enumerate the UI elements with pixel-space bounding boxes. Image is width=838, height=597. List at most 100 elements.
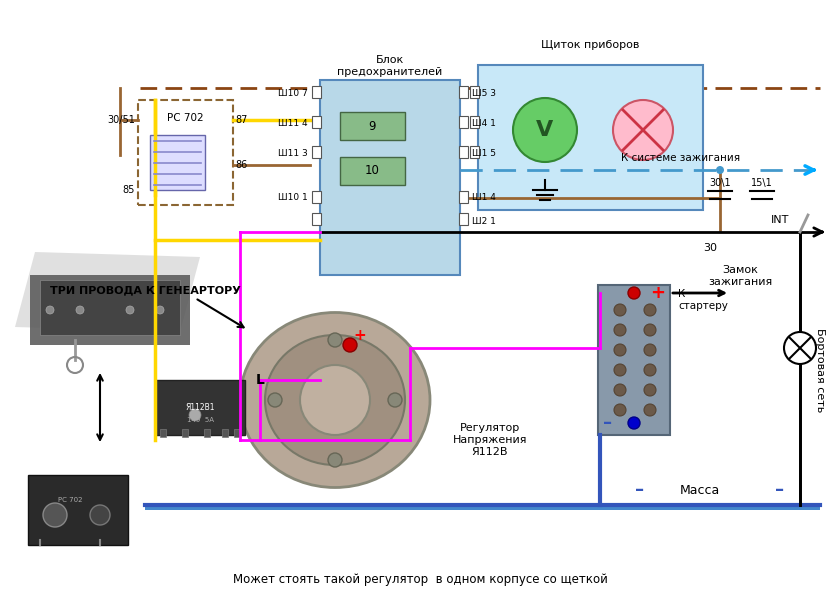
Text: РС 702: РС 702 bbox=[58, 497, 82, 503]
Circle shape bbox=[46, 306, 54, 314]
Circle shape bbox=[613, 100, 673, 160]
Bar bbox=[312, 146, 321, 158]
Circle shape bbox=[76, 306, 84, 314]
Ellipse shape bbox=[240, 312, 430, 488]
Circle shape bbox=[644, 364, 656, 376]
Text: 87: 87 bbox=[235, 115, 247, 125]
Text: +: + bbox=[650, 284, 665, 302]
Text: Ш1 5: Ш1 5 bbox=[472, 149, 496, 158]
Circle shape bbox=[614, 404, 626, 416]
Circle shape bbox=[614, 324, 626, 336]
Bar bbox=[459, 86, 468, 98]
Text: 10: 10 bbox=[365, 164, 380, 177]
Circle shape bbox=[644, 384, 656, 396]
Bar bbox=[40, 280, 180, 335]
Circle shape bbox=[156, 306, 164, 314]
Bar bbox=[138, 100, 233, 205]
Text: Ш10 1: Ш10 1 bbox=[278, 193, 308, 202]
Bar bbox=[182, 429, 188, 437]
Circle shape bbox=[614, 344, 626, 356]
Text: 15\1: 15\1 bbox=[751, 178, 773, 188]
Text: 86: 86 bbox=[235, 160, 247, 170]
Circle shape bbox=[644, 404, 656, 416]
Text: К системе зажигания: К системе зажигания bbox=[621, 153, 740, 163]
Bar bbox=[312, 86, 321, 98]
Circle shape bbox=[513, 98, 577, 162]
Text: Я112В1: Я112В1 bbox=[185, 404, 215, 413]
Text: Бортовая сеть: Бортовая сеть bbox=[815, 328, 825, 412]
Bar bbox=[459, 146, 468, 158]
Bar bbox=[470, 86, 479, 98]
Text: –: – bbox=[775, 481, 784, 499]
Text: –: – bbox=[603, 414, 613, 432]
Bar bbox=[160, 429, 166, 437]
Polygon shape bbox=[15, 252, 200, 332]
Circle shape bbox=[90, 505, 110, 525]
Text: Ш10 7: Ш10 7 bbox=[278, 88, 308, 97]
Text: Замок
зажигания: Замок зажигания bbox=[708, 265, 772, 287]
Bar bbox=[459, 213, 468, 225]
Bar bbox=[478, 65, 703, 210]
Text: Может стоять такой регулятор  в одном корпусе со щеткой: Может стоять такой регулятор в одном кор… bbox=[233, 574, 608, 586]
Bar bbox=[222, 429, 228, 437]
Bar bbox=[340, 157, 405, 185]
Ellipse shape bbox=[265, 335, 405, 465]
Circle shape bbox=[268, 393, 282, 407]
Bar bbox=[155, 380, 245, 435]
Circle shape bbox=[343, 338, 357, 352]
Text: ТРИ ПРОВОДА К ГЕНЕАРТОРУ: ТРИ ПРОВОДА К ГЕНЕАРТОРУ bbox=[50, 285, 241, 295]
Bar bbox=[459, 191, 468, 203]
Bar bbox=[340, 112, 405, 140]
Circle shape bbox=[43, 503, 67, 527]
Bar bbox=[204, 429, 210, 437]
Text: Блок
предохранителей: Блок предохранителей bbox=[338, 55, 442, 76]
Bar bbox=[150, 135, 205, 190]
Text: Ш2 1: Ш2 1 bbox=[472, 217, 496, 226]
Bar bbox=[145, 505, 820, 510]
Text: Ш11 3: Ш11 3 bbox=[278, 149, 308, 158]
Bar bbox=[312, 191, 321, 203]
Bar bbox=[320, 80, 460, 275]
Circle shape bbox=[614, 384, 626, 396]
Text: Ш4 1: Ш4 1 bbox=[472, 118, 496, 128]
Text: INT: INT bbox=[771, 215, 789, 225]
Circle shape bbox=[388, 393, 402, 407]
Circle shape bbox=[628, 417, 640, 429]
Text: 30\1: 30\1 bbox=[709, 178, 731, 188]
Circle shape bbox=[126, 306, 134, 314]
Text: +: + bbox=[354, 328, 366, 343]
Circle shape bbox=[644, 324, 656, 336]
Circle shape bbox=[300, 365, 370, 435]
Circle shape bbox=[644, 344, 656, 356]
Circle shape bbox=[189, 409, 201, 421]
Text: Щиток приборов: Щиток приборов bbox=[541, 40, 639, 50]
Circle shape bbox=[644, 304, 656, 316]
Text: К
стартеру: К стартеру bbox=[678, 289, 728, 311]
Text: Ш5 3: Ш5 3 bbox=[472, 88, 496, 97]
Circle shape bbox=[716, 166, 724, 174]
Text: 149  5A: 149 5A bbox=[187, 417, 214, 423]
Text: 30/51: 30/51 bbox=[107, 115, 135, 125]
Text: 30: 30 bbox=[703, 243, 717, 253]
Text: L: L bbox=[256, 373, 265, 387]
Circle shape bbox=[784, 332, 816, 364]
Text: Регулятор
Напряжения
Я112В: Регулятор Напряжения Я112В bbox=[453, 423, 527, 457]
Circle shape bbox=[328, 453, 342, 467]
Text: 9: 9 bbox=[368, 119, 375, 133]
Text: РС 702: РС 702 bbox=[168, 113, 204, 123]
Bar bbox=[470, 116, 479, 128]
Bar bbox=[459, 116, 468, 128]
Text: Масса: Масса bbox=[680, 484, 720, 497]
Text: 85: 85 bbox=[122, 185, 135, 195]
Circle shape bbox=[628, 287, 640, 299]
Circle shape bbox=[614, 304, 626, 316]
Bar bbox=[312, 213, 321, 225]
Text: V: V bbox=[536, 120, 554, 140]
Bar bbox=[598, 285, 670, 435]
Text: Ш1 4: Ш1 4 bbox=[472, 193, 496, 202]
Circle shape bbox=[614, 364, 626, 376]
Bar bbox=[28, 475, 128, 545]
Bar bbox=[30, 275, 190, 345]
Bar bbox=[234, 429, 240, 437]
Text: Ш11 4: Ш11 4 bbox=[278, 118, 308, 128]
